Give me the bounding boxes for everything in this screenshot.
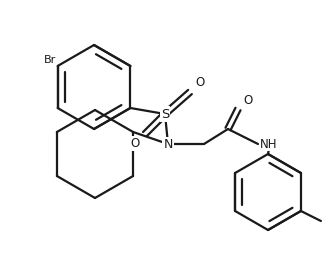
Text: N: N — [163, 138, 173, 150]
Text: S: S — [161, 107, 169, 120]
Text: Br: Br — [43, 55, 56, 65]
Text: O: O — [195, 76, 204, 89]
Text: NH: NH — [260, 138, 277, 150]
Text: O: O — [243, 94, 252, 107]
Text: O: O — [131, 137, 140, 150]
